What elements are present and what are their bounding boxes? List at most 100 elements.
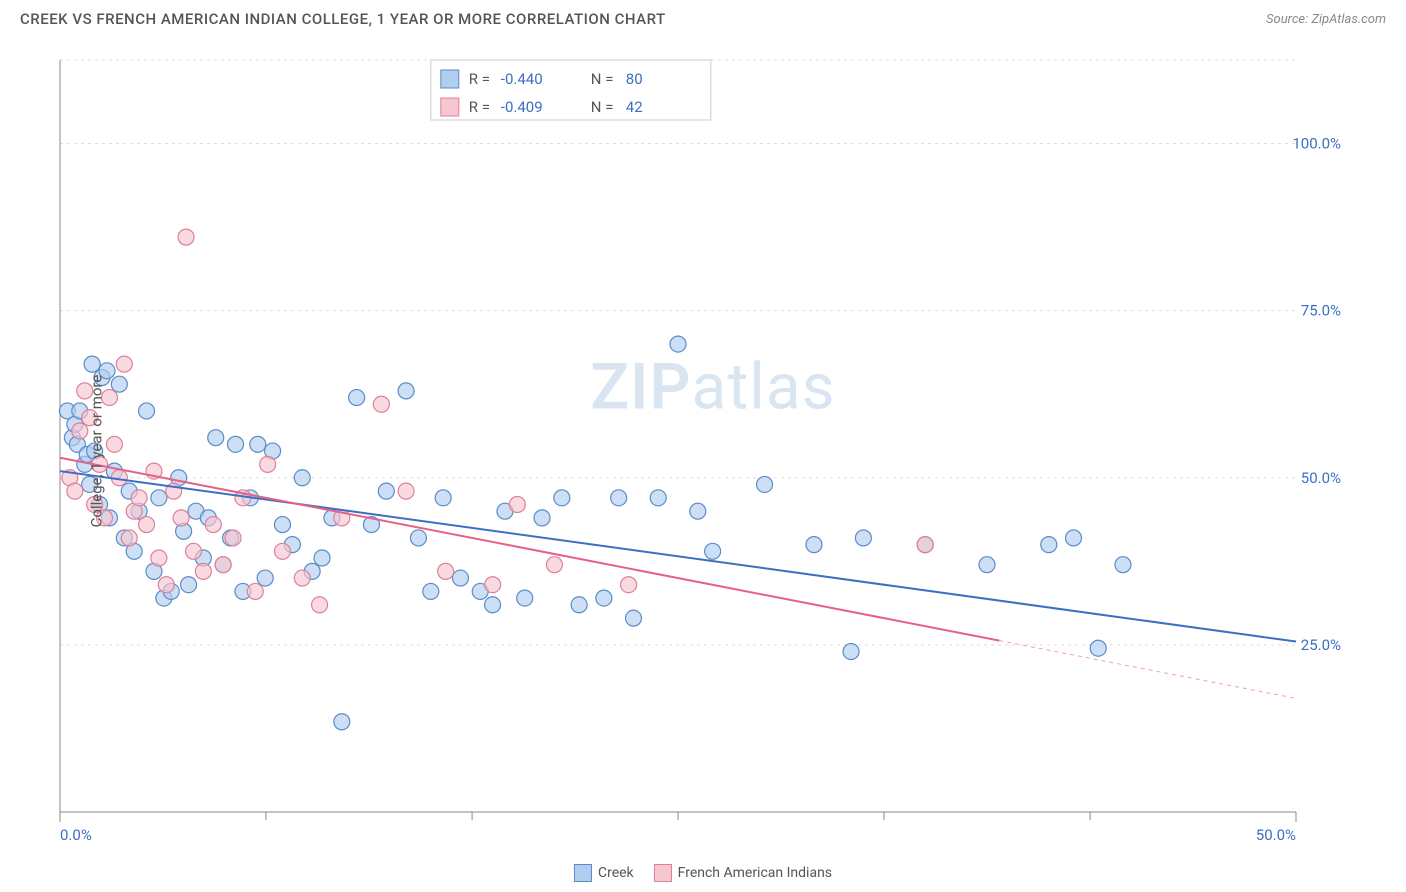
data-point xyxy=(72,423,88,439)
legend-item: Creek xyxy=(574,864,634,882)
chart-title: CREEK VS FRENCH AMERICAN INDIAN COLLEGE,… xyxy=(20,10,666,28)
data-point xyxy=(806,537,822,553)
data-point xyxy=(349,390,365,406)
data-point xyxy=(121,530,137,546)
data-point xyxy=(139,403,155,419)
data-point xyxy=(314,550,330,566)
data-point xyxy=(1115,557,1131,573)
data-point xyxy=(398,383,414,399)
trend-line-extrapolated xyxy=(999,641,1296,699)
legend-swatch xyxy=(441,70,459,88)
legend-r-label: R = xyxy=(469,98,490,116)
data-point xyxy=(534,510,550,526)
data-point xyxy=(438,563,454,579)
data-point xyxy=(116,356,132,372)
y-tick-label: 25.0% xyxy=(1301,636,1341,654)
x-tick-label: 0.0% xyxy=(60,826,92,844)
data-point xyxy=(452,570,468,586)
legend-item: French American Indians xyxy=(654,864,832,882)
data-point xyxy=(435,490,451,506)
data-point xyxy=(546,557,562,573)
data-point xyxy=(250,436,266,452)
data-point xyxy=(181,577,197,593)
data-point xyxy=(84,356,100,372)
y-tick-label: 50.0% xyxy=(1301,469,1341,487)
data-point xyxy=(111,376,127,392)
data-point xyxy=(257,570,273,586)
chart-container: College, 1 year or more 25.0% 50.0% 75.0% 1… xyxy=(50,50,1376,852)
data-point xyxy=(378,483,394,499)
data-point xyxy=(554,490,570,506)
data-point xyxy=(571,597,587,613)
data-point xyxy=(621,577,637,593)
data-point xyxy=(423,583,439,599)
data-point xyxy=(843,644,859,660)
data-point xyxy=(626,610,642,626)
legend-swatch xyxy=(654,864,672,882)
data-point xyxy=(195,563,211,579)
data-point xyxy=(410,530,426,546)
y-axis-label: College, 1 year or more xyxy=(87,375,105,528)
data-point xyxy=(274,543,290,559)
data-point xyxy=(757,476,773,492)
data-point xyxy=(247,583,263,599)
data-point xyxy=(485,597,501,613)
data-point xyxy=(917,537,933,553)
y-tick-label: 75.0% xyxy=(1301,302,1341,320)
data-point xyxy=(294,570,310,586)
legend-n-label: N = xyxy=(591,98,614,116)
legend-swatch xyxy=(441,98,459,116)
data-point xyxy=(205,517,221,533)
data-point xyxy=(225,530,241,546)
legend-n-value: 80 xyxy=(626,70,643,88)
data-point xyxy=(228,436,244,452)
trend-line xyxy=(60,471,1296,641)
legend-label: Creek xyxy=(598,865,634,881)
legend-n-label: N = xyxy=(591,70,614,88)
data-point xyxy=(1066,530,1082,546)
data-point xyxy=(185,543,201,559)
data-point xyxy=(596,590,612,606)
data-point xyxy=(106,436,122,452)
data-point xyxy=(485,577,501,593)
data-point xyxy=(260,456,276,472)
data-point xyxy=(173,510,189,526)
data-point xyxy=(855,530,871,546)
data-point xyxy=(158,577,174,593)
y-tick-label: 100.0% xyxy=(1292,135,1341,153)
x-tick-label: 50.0% xyxy=(1256,826,1296,844)
data-point xyxy=(208,430,224,446)
source-prefix: Source: xyxy=(1266,12,1311,27)
source-label: Source: ZipAtlas.com xyxy=(1266,12,1386,27)
data-point xyxy=(151,490,167,506)
data-point xyxy=(274,517,290,533)
data-point xyxy=(334,714,350,730)
legend-swatch xyxy=(574,864,592,882)
data-point xyxy=(517,590,533,606)
data-point xyxy=(611,490,627,506)
data-point xyxy=(139,517,155,533)
legend-r-label: R = xyxy=(469,70,490,88)
data-point xyxy=(670,336,686,352)
data-point xyxy=(705,543,721,559)
data-point xyxy=(398,483,414,499)
data-point xyxy=(373,396,389,412)
legend-r-value: -0.440 xyxy=(501,70,543,88)
data-point xyxy=(690,503,706,519)
data-point xyxy=(650,490,666,506)
legend-r-value: -0.409 xyxy=(501,98,543,116)
data-point xyxy=(1090,640,1106,656)
data-point xyxy=(67,483,83,499)
data-point xyxy=(294,470,310,486)
legend-label: French American Indians xyxy=(678,865,832,881)
source-link[interactable]: ZipAtlas.com xyxy=(1311,12,1386,27)
data-point xyxy=(1041,537,1057,553)
data-point xyxy=(509,497,525,513)
data-point xyxy=(151,550,167,566)
legend-n-value: 42 xyxy=(626,98,643,116)
data-point xyxy=(131,490,147,506)
data-point xyxy=(312,597,328,613)
bottom-legend: Creek French American Indians xyxy=(574,864,832,882)
data-point xyxy=(178,229,194,245)
data-point xyxy=(215,557,231,573)
